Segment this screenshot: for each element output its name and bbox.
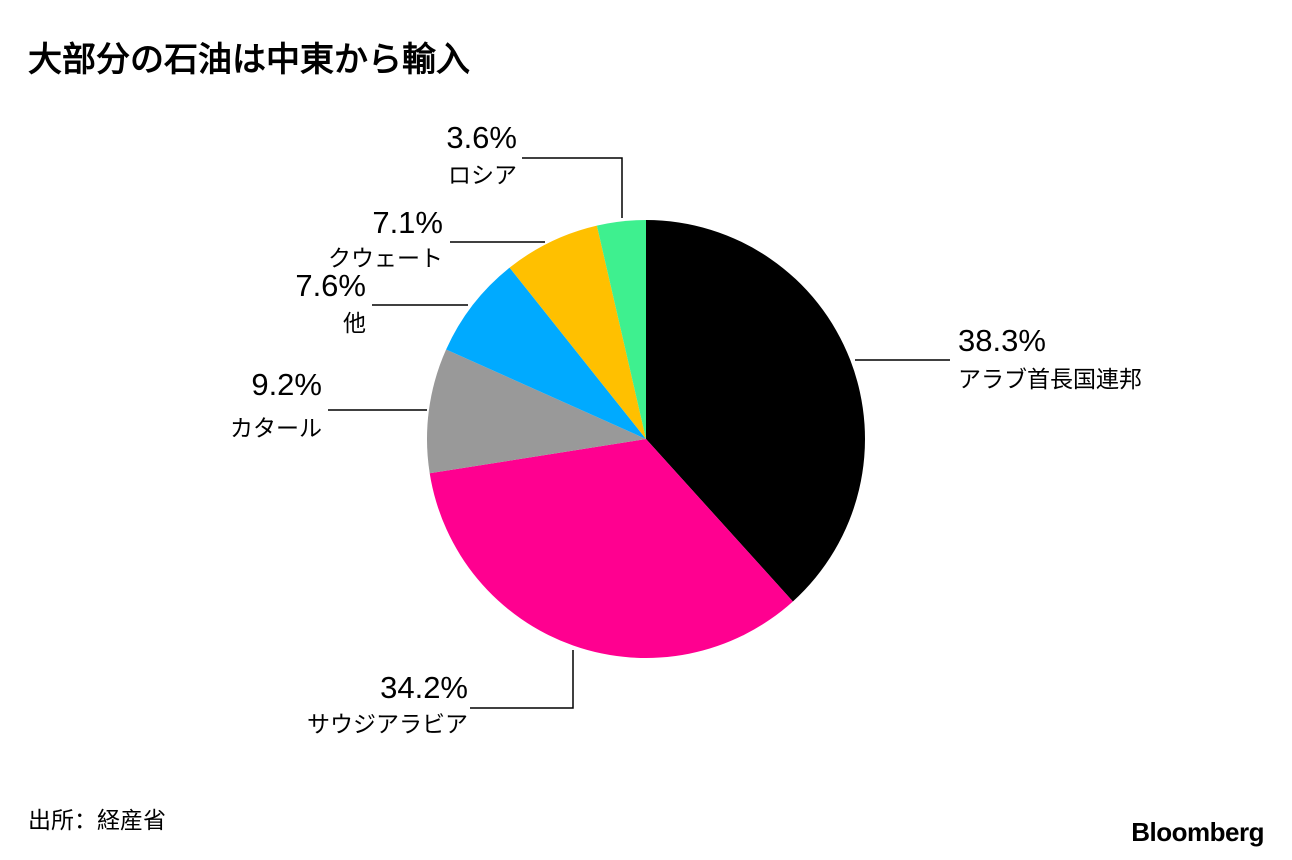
category-label: クウェート [328,245,443,271]
pie-slice [596,220,646,439]
category-label: アラブ首長国連邦 [958,366,1142,392]
pie-slice [509,225,646,439]
pie-slice [429,439,793,658]
value-label: 34.2% [380,670,468,705]
category-label: カタール [230,415,322,441]
leader-line [470,650,574,709]
brand-logo: Bloomberg [1131,817,1264,847]
source: 出所：経産省 [28,807,166,833]
value-label: 9.2% [251,367,322,402]
category-label: サウジアラビア [307,711,468,737]
chart-title: 大部分の石油は中東から輸入 [28,41,470,79]
pie-slice [446,267,646,439]
pie-slice [646,220,865,602]
category-label: 他 [343,310,366,336]
leader-line [522,157,623,218]
value-label: 7.1% [372,205,443,240]
pie-slice [427,349,646,474]
value-label: 3.6% [446,120,517,155]
value-label: 38.3% [958,323,1046,358]
value-label: 7.6% [295,268,366,303]
category-label: ロシア [448,162,517,188]
